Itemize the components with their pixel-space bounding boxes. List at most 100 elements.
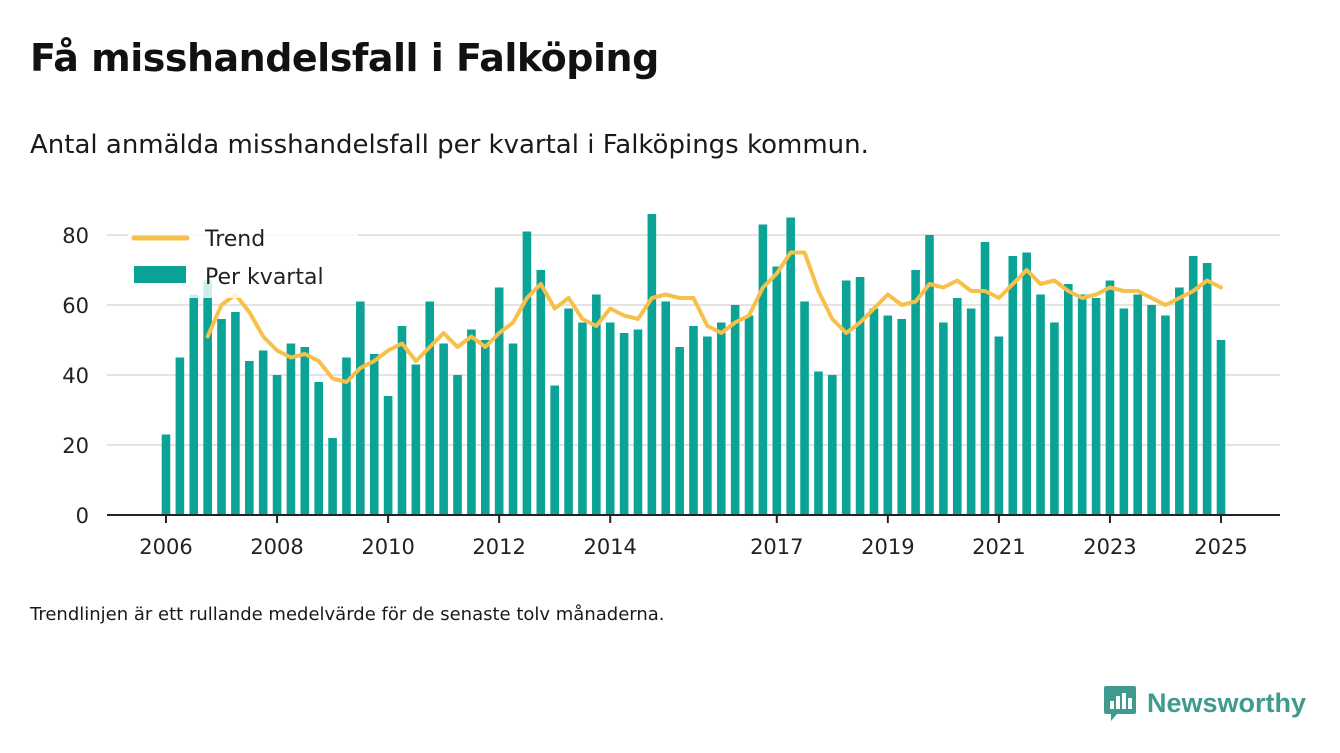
bar [1188,256,1198,515]
bar [328,438,337,515]
bar [453,375,462,515]
bar [1161,315,1170,515]
bar [855,277,865,515]
trend-line [205,250,1223,384]
x-tick-label: 2025 [1194,535,1247,559]
bar [1147,305,1156,515]
y-tick-label: 20 [62,434,89,458]
legend-trend-label: Trend [204,227,265,252]
bar [980,242,990,515]
bar [189,294,199,515]
bar [300,347,310,515]
bar [1091,298,1101,515]
bar [1008,256,1018,515]
bar [605,322,615,515]
bar [1175,287,1184,515]
bar [1105,280,1115,515]
bar [675,347,684,515]
bar [786,217,795,515]
bar [716,322,726,515]
chart-area: 2006 2008 2010 2012 2014 2017 2019 2021 2023 2025… [62,214,1280,559]
x-axis-ticks: 2006 2008 2010 2012 2014 2017 2019 2021 2023 2025 [139,515,1248,559]
bar [703,336,712,515]
legend: Trend Per kvartal [128,226,358,298]
bar [744,315,754,515]
newsworthy-logo-icon [1103,686,1136,721]
bar [619,333,629,515]
bar [564,308,573,515]
x-tick-label: 2006 [139,535,192,559]
bar [911,270,920,515]
x-tick-label: 2017 [750,535,803,559]
bar-series [161,214,1226,515]
bar [952,298,962,515]
bar [258,350,268,515]
y-tick-label: 0 [76,504,89,528]
bar [508,343,518,515]
brand-logo[interactable]: Newsworthy [1103,684,1306,722]
bar [814,371,823,515]
bar [994,336,1004,515]
bar [425,301,435,515]
bar [522,231,532,515]
y-tick-label: 60 [62,294,89,318]
x-tick-label: 2012 [472,535,525,559]
bar [1202,263,1212,515]
bar [231,312,240,515]
bar [536,270,546,515]
x-tick-label: 2019 [861,535,914,559]
x-tick-label: 2008 [250,535,303,559]
chart-subtitle: Antal anmälda misshandelsfall per kvarta… [30,130,869,160]
brand-name: Newsworthy [1146,687,1306,718]
bar [1216,340,1226,515]
bar [383,396,393,515]
y-tick-label: 80 [62,224,89,248]
bar [161,434,171,515]
bar [203,280,212,515]
bar [480,340,490,515]
bar [286,343,296,515]
y-axis-ticks: 0 20 40 60 80 [62,224,89,528]
bar [342,357,351,515]
bar [633,329,643,515]
bar [494,287,504,515]
chart-title: Få misshandelsfall i Falköping [30,36,659,80]
x-tick-label: 2014 [583,535,636,559]
bar [1133,294,1143,515]
chart-footnote: Trendlinjen är ett rullande medelvärde f… [30,604,665,625]
bar [244,361,254,515]
bar [730,305,740,515]
x-tick-label: 2010 [361,535,414,559]
bar [550,385,559,515]
bar [758,224,768,515]
bar [467,329,476,515]
legend-per-kvartal-swatch [134,266,186,283]
bar [592,294,601,515]
bar [647,214,657,515]
bar [578,322,587,515]
bar [175,357,185,515]
bar [439,343,448,515]
bar [869,308,879,515]
bar [1077,294,1087,515]
x-tick-label: 2021 [972,535,1025,559]
bar [356,301,365,515]
bar [411,364,421,515]
bar [925,235,934,515]
bar [1119,308,1129,515]
bar [217,319,226,515]
bar [828,375,837,515]
bar [883,315,893,515]
bar [689,326,698,515]
bar [966,308,976,515]
bar [1036,294,1045,515]
bar [841,280,851,515]
bar [772,266,782,515]
bar [897,319,907,515]
legend-per-kvartal-label: Per kvartal [205,265,324,290]
bar [1050,322,1059,515]
bar [397,326,407,515]
bar [314,382,323,515]
bar [1064,284,1073,515]
bar [1022,252,1031,515]
